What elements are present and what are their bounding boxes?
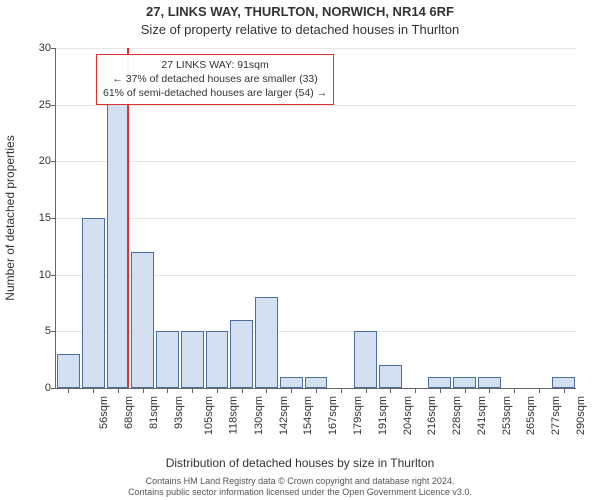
ytick-mark	[51, 218, 56, 219]
ytick-mark	[51, 275, 56, 276]
xtick-mark	[143, 388, 144, 393]
bar	[131, 252, 154, 388]
annotation-line-1: 27 LINKS WAY: 91sqm	[103, 58, 327, 72]
gridline	[56, 161, 576, 162]
footer-line-2: Contains public sector information licen…	[0, 487, 600, 498]
ytick-mark	[51, 388, 56, 389]
ytick-label: 30	[26, 42, 51, 54]
ytick-label: 0	[26, 382, 51, 394]
chart-subtitle: Size of property relative to detached ho…	[0, 22, 600, 37]
xtick-label: 179sqm	[352, 396, 364, 435]
ytick-mark	[51, 48, 56, 49]
xtick-mark	[167, 388, 168, 393]
xtick-label: 253sqm	[501, 396, 513, 435]
bar	[156, 331, 179, 388]
xtick-mark	[266, 388, 267, 393]
xtick-label: 216sqm	[426, 396, 438, 435]
xtick-mark	[514, 388, 515, 393]
xtick-mark	[93, 388, 94, 393]
xtick-label: 228sqm	[451, 396, 463, 435]
ytick-mark	[51, 161, 56, 162]
xtick-label: 290sqm	[575, 396, 587, 435]
xtick-mark	[316, 388, 317, 393]
xtick-mark	[564, 388, 565, 393]
ytick-label: 25	[26, 99, 51, 111]
xtick-mark	[366, 388, 367, 393]
chart-container: 27, LINKS WAY, THURLTON, NORWICH, NR14 6…	[0, 0, 600, 500]
xtick-label: 167sqm	[327, 396, 339, 435]
xtick-label: 130sqm	[253, 396, 265, 435]
plot-area: 05101520253056sqm68sqm81sqm93sqm105sqm11…	[55, 48, 576, 389]
ytick-label: 10	[26, 269, 51, 281]
annotation-line-3: 61% of semi-detached houses are larger (…	[103, 86, 327, 100]
bar	[82, 218, 105, 388]
bar	[379, 365, 402, 388]
ytick-label: 20	[26, 155, 51, 167]
xtick-mark	[68, 388, 69, 393]
ytick-mark	[51, 331, 56, 332]
xtick-mark	[390, 388, 391, 393]
marker-annotation: 27 LINKS WAY: 91sqm ← 37% of detached ho…	[96, 54, 334, 105]
x-axis-label: Distribution of detached houses by size …	[0, 456, 600, 470]
bar	[230, 320, 253, 388]
xtick-label: 118sqm	[228, 396, 240, 434]
bar	[57, 354, 80, 388]
xtick-label: 68sqm	[123, 396, 135, 429]
xtick-mark	[440, 388, 441, 393]
bar	[280, 377, 303, 388]
footer: Contains HM Land Registry data © Crown c…	[0, 476, 600, 499]
ytick-label: 15	[26, 212, 51, 224]
bar	[552, 377, 575, 388]
xtick-mark	[118, 388, 119, 393]
xtick-mark	[242, 388, 243, 393]
xtick-label: 154sqm	[303, 396, 315, 435]
y-axis-label: Number of detached properties	[3, 135, 17, 300]
xtick-label: 81sqm	[148, 396, 160, 429]
bar	[453, 377, 476, 388]
xtick-mark	[341, 388, 342, 393]
xtick-label: 56sqm	[98, 396, 110, 429]
xtick-mark	[539, 388, 540, 393]
bar	[255, 297, 278, 388]
xtick-label: 277sqm	[550, 396, 562, 435]
page-title: 27, LINKS WAY, THURLTON, NORWICH, NR14 6…	[0, 4, 600, 19]
xtick-mark	[291, 388, 292, 393]
bar	[354, 331, 377, 388]
xtick-label: 105sqm	[204, 396, 216, 435]
bar	[428, 377, 451, 388]
bar	[305, 377, 328, 388]
xtick-label: 142sqm	[278, 396, 290, 435]
xtick-label: 93sqm	[173, 396, 185, 429]
ytick-label: 5	[26, 325, 51, 337]
xtick-label: 241sqm	[476, 396, 488, 435]
ytick-mark	[51, 105, 56, 106]
xtick-mark	[489, 388, 490, 393]
xtick-label: 191sqm	[377, 396, 389, 435]
xtick-label: 204sqm	[402, 396, 414, 435]
gridline	[56, 105, 576, 106]
bar	[181, 331, 204, 388]
xtick-mark	[415, 388, 416, 393]
xtick-label: 265sqm	[525, 396, 537, 435]
footer-line-1: Contains HM Land Registry data © Crown c…	[0, 476, 600, 487]
bar	[478, 377, 501, 388]
xtick-mark	[192, 388, 193, 393]
gridline	[56, 48, 576, 49]
xtick-mark	[217, 388, 218, 393]
xtick-mark	[465, 388, 466, 393]
gridline	[56, 218, 576, 219]
bar	[206, 331, 229, 388]
annotation-line-2: ← 37% of detached houses are smaller (33…	[103, 72, 327, 86]
